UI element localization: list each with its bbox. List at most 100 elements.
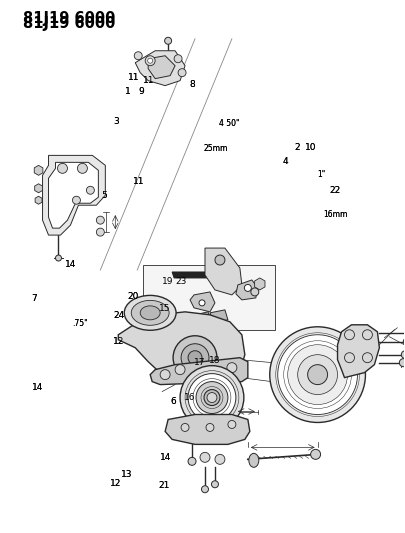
Circle shape bbox=[181, 423, 189, 431]
Text: 4 50": 4 50" bbox=[220, 119, 240, 128]
Text: 1: 1 bbox=[125, 87, 131, 96]
Circle shape bbox=[345, 353, 354, 362]
Text: 12: 12 bbox=[110, 479, 121, 488]
Ellipse shape bbox=[140, 306, 160, 320]
Polygon shape bbox=[172, 272, 222, 278]
Text: 18: 18 bbox=[209, 356, 220, 365]
Polygon shape bbox=[35, 184, 43, 193]
Circle shape bbox=[227, 362, 237, 373]
Circle shape bbox=[188, 351, 202, 365]
Circle shape bbox=[215, 454, 225, 464]
Text: 11: 11 bbox=[143, 76, 154, 85]
Polygon shape bbox=[153, 318, 172, 326]
Circle shape bbox=[362, 353, 373, 362]
Text: 11: 11 bbox=[133, 177, 145, 186]
Polygon shape bbox=[49, 163, 98, 228]
Text: 9: 9 bbox=[139, 87, 145, 96]
Text: 4: 4 bbox=[282, 157, 288, 166]
Text: 14: 14 bbox=[160, 454, 171, 463]
Circle shape bbox=[160, 370, 170, 379]
Text: 9: 9 bbox=[139, 87, 145, 96]
Text: 24: 24 bbox=[113, 311, 124, 320]
Text: 5: 5 bbox=[101, 190, 107, 199]
Text: 12: 12 bbox=[110, 479, 121, 488]
Circle shape bbox=[311, 449, 321, 459]
Text: 7: 7 bbox=[31, 294, 37, 303]
Text: 11: 11 bbox=[133, 177, 145, 186]
Circle shape bbox=[251, 288, 259, 296]
Text: 21: 21 bbox=[158, 481, 169, 490]
Text: 16: 16 bbox=[184, 393, 196, 402]
Circle shape bbox=[181, 344, 209, 372]
Ellipse shape bbox=[124, 295, 176, 330]
Text: 23: 23 bbox=[175, 277, 186, 286]
Circle shape bbox=[202, 486, 209, 492]
Circle shape bbox=[206, 423, 214, 431]
Polygon shape bbox=[337, 325, 379, 377]
Circle shape bbox=[86, 186, 94, 194]
Text: 12: 12 bbox=[113, 337, 124, 345]
Circle shape bbox=[96, 216, 104, 224]
Polygon shape bbox=[210, 310, 228, 323]
Text: 24: 24 bbox=[113, 311, 124, 320]
Circle shape bbox=[180, 366, 244, 430]
Text: 14: 14 bbox=[64, 260, 76, 269]
Text: 1": 1" bbox=[317, 170, 325, 179]
Polygon shape bbox=[34, 165, 43, 175]
Text: 81J19 6000: 81J19 6000 bbox=[23, 16, 115, 31]
Text: 8: 8 bbox=[190, 79, 195, 88]
Polygon shape bbox=[255, 278, 265, 290]
Circle shape bbox=[188, 457, 196, 465]
Text: 81J19 6000: 81J19 6000 bbox=[23, 11, 115, 26]
Text: 12: 12 bbox=[113, 337, 124, 345]
Circle shape bbox=[345, 330, 354, 340]
Text: 4 50": 4 50" bbox=[220, 119, 240, 128]
Polygon shape bbox=[118, 312, 245, 385]
Text: 2: 2 bbox=[294, 143, 300, 152]
Text: 22: 22 bbox=[330, 186, 341, 195]
Circle shape bbox=[362, 330, 373, 340]
Circle shape bbox=[72, 196, 81, 204]
Circle shape bbox=[174, 55, 182, 63]
Text: 1": 1" bbox=[317, 170, 325, 179]
Polygon shape bbox=[150, 358, 248, 385]
Polygon shape bbox=[165, 415, 250, 445]
Text: 20: 20 bbox=[128, 292, 139, 301]
Text: 11: 11 bbox=[128, 72, 139, 82]
Circle shape bbox=[199, 300, 205, 306]
Polygon shape bbox=[148, 56, 175, 79]
Circle shape bbox=[143, 300, 153, 310]
Text: 23: 23 bbox=[175, 277, 186, 286]
Text: 13: 13 bbox=[121, 470, 132, 479]
Circle shape bbox=[173, 336, 217, 379]
Circle shape bbox=[145, 56, 155, 66]
Circle shape bbox=[244, 285, 252, 292]
Text: 14: 14 bbox=[32, 383, 44, 392]
Text: 4: 4 bbox=[282, 157, 288, 166]
Text: 10: 10 bbox=[305, 143, 317, 152]
Ellipse shape bbox=[131, 301, 169, 325]
Circle shape bbox=[399, 359, 405, 367]
Text: 7: 7 bbox=[31, 294, 37, 303]
Text: 15: 15 bbox=[159, 304, 171, 313]
Circle shape bbox=[298, 354, 337, 394]
Text: 2: 2 bbox=[294, 143, 300, 152]
Polygon shape bbox=[236, 280, 258, 300]
Polygon shape bbox=[143, 265, 275, 330]
Text: 6: 6 bbox=[170, 397, 176, 406]
Text: 11: 11 bbox=[143, 76, 154, 85]
Text: 17: 17 bbox=[194, 358, 205, 367]
Text: 16: 16 bbox=[184, 393, 196, 402]
Text: 21: 21 bbox=[158, 481, 169, 490]
Circle shape bbox=[196, 382, 228, 414]
Circle shape bbox=[96, 228, 104, 236]
Circle shape bbox=[288, 345, 347, 405]
Polygon shape bbox=[35, 196, 42, 204]
Text: 10: 10 bbox=[305, 143, 317, 152]
Text: 14: 14 bbox=[64, 260, 76, 269]
Circle shape bbox=[308, 365, 328, 385]
Text: 25mm: 25mm bbox=[203, 144, 228, 154]
Text: 16mm: 16mm bbox=[323, 209, 347, 219]
Text: 14: 14 bbox=[32, 383, 44, 392]
Text: 17: 17 bbox=[194, 358, 205, 367]
